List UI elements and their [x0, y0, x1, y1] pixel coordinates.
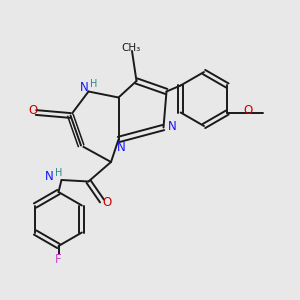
- Text: N: N: [80, 81, 88, 94]
- Text: O: O: [28, 104, 38, 118]
- Text: N: N: [168, 119, 177, 133]
- Text: H: H: [90, 79, 98, 89]
- Text: F: F: [55, 253, 62, 266]
- Text: H: H: [56, 168, 63, 178]
- Text: O: O: [103, 196, 112, 209]
- Text: O: O: [244, 103, 253, 117]
- Text: N: N: [116, 141, 125, 154]
- Text: CH₃: CH₃: [121, 43, 140, 53]
- Text: N: N: [45, 170, 54, 184]
